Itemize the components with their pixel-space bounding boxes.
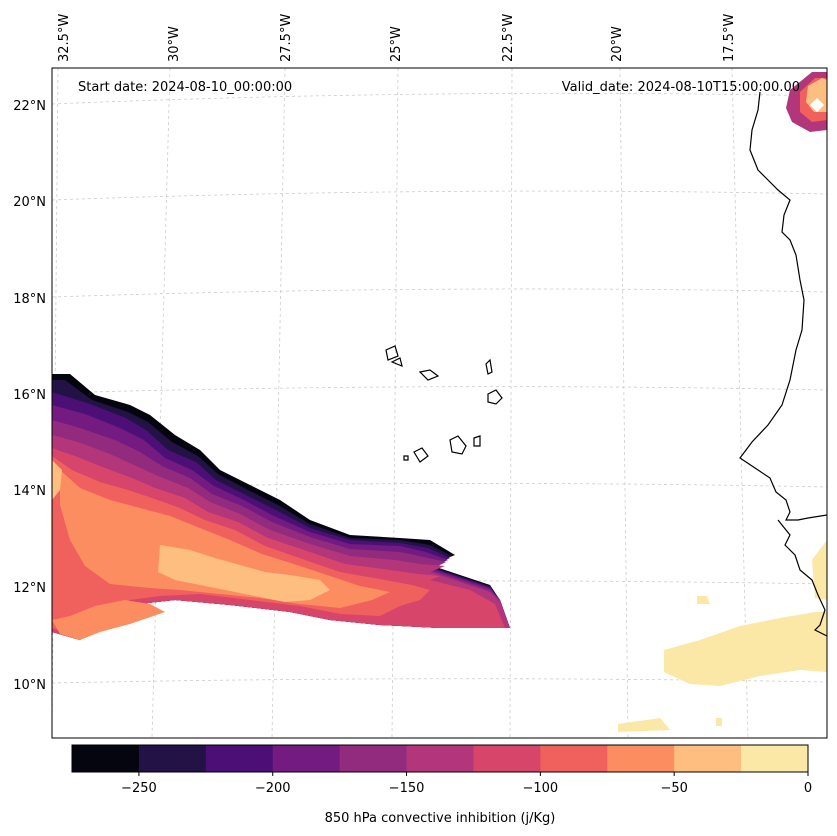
- colorbar-swatch: [272, 745, 341, 772]
- start-date-text: Start date: 2024-08-10_00:00:00: [78, 80, 292, 95]
- colorbar-tick-label: 0: [804, 781, 812, 796]
- colorbar-tick-label: −150: [389, 781, 425, 796]
- lat-label: 12°N: [13, 581, 46, 596]
- lat-label: 16°N: [13, 388, 46, 403]
- colorbar-swatch: [540, 745, 608, 772]
- colorbar-tick-label: −250: [121, 781, 157, 796]
- lon-label: 30°W: [167, 26, 182, 62]
- colorbar-swatch: [138, 745, 207, 772]
- lat-labels: 22°N 20°N 18°N 16°N 14°N 12°N 10°N: [13, 99, 46, 693]
- colorbar-tick-label: −100: [523, 781, 559, 796]
- colorbar-swatch: [339, 745, 408, 772]
- colorbar-tick-label: −200: [255, 781, 291, 796]
- colorbar-swatch: [72, 745, 140, 772]
- lon-label: 17.5°W: [722, 14, 737, 62]
- colorbar-tick-label: −50: [660, 781, 687, 796]
- lon-label: 25°W: [389, 26, 404, 62]
- colorbar-swatch: [406, 745, 474, 772]
- lat-label: 18°N: [13, 292, 46, 307]
- colorbar-swatch: [205, 745, 274, 772]
- lon-label: 20°W: [610, 26, 625, 62]
- colorbar: −250 −200 −150 −100 −50 0: [71, 744, 812, 796]
- lon-label: 27.5°W: [279, 14, 294, 62]
- lat-label: 10°N: [13, 678, 46, 693]
- lat-label: 22°N: [13, 99, 46, 114]
- cin-contours: [52, 72, 827, 732]
- lon-label: 22.5°W: [501, 14, 516, 62]
- colorbar-swatch: [674, 745, 742, 772]
- colorbar-swatch: [607, 745, 675, 772]
- map-frame: [51, 67, 828, 739]
- colorbar-swatch: [473, 745, 541, 772]
- colorbar-frame: [71, 744, 809, 773]
- lat-label: 20°N: [13, 195, 46, 210]
- coastlines: [385, 91, 827, 637]
- colorbar-swatch: [741, 745, 809, 772]
- lat-label: 14°N: [13, 484, 46, 499]
- lon-labels: 32.5°W 30°W 27.5°W 25°W 22.5°W 20°W 17.5…: [57, 14, 737, 62]
- valid-date-text: Valid_date: 2024-08-10T15:00:00.00: [562, 80, 800, 95]
- colorbar-label: 850 hPa convective inhibition (j/Kg): [325, 811, 556, 826]
- lon-label: 32.5°W: [57, 14, 72, 62]
